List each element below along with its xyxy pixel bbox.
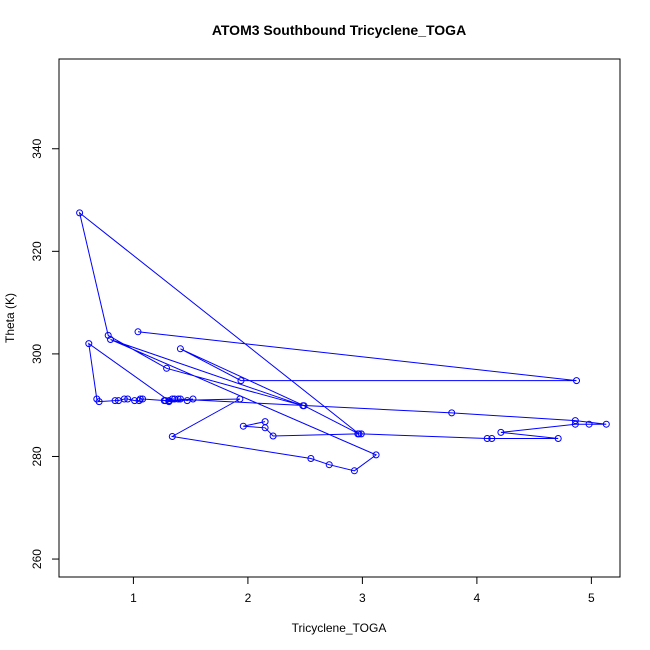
y-tick-label: 300 — [30, 344, 44, 364]
data-point — [269, 432, 277, 440]
y-axis: 260 280 300 320 340 — [30, 138, 59, 569]
data-point — [176, 345, 184, 353]
data-point — [104, 331, 112, 339]
data-point — [585, 420, 593, 428]
data-point — [124, 395, 132, 403]
data-point — [174, 395, 182, 403]
data-point — [372, 451, 380, 459]
y-tick-label: 260 — [30, 549, 44, 569]
data-point — [448, 409, 456, 417]
data-point — [483, 435, 491, 442]
data-point — [488, 435, 496, 442]
data-point — [189, 395, 197, 403]
data-point — [107, 336, 114, 343]
data-point — [139, 395, 147, 403]
x-tick-label: 3 — [359, 591, 366, 605]
series-line — [78, 211, 607, 472]
data-point — [573, 377, 580, 385]
data-point — [160, 397, 168, 405]
data-point — [299, 402, 307, 410]
data-point — [163, 364, 171, 372]
x-tick-label: 5 — [588, 591, 595, 605]
data-point — [239, 422, 247, 430]
x-tick-label: 1 — [130, 591, 137, 605]
data-point — [76, 209, 84, 217]
data-point — [95, 398, 103, 406]
data-point — [136, 395, 144, 403]
data-point — [571, 417, 579, 425]
data-point — [261, 418, 269, 426]
data-point — [554, 435, 562, 442]
data-point — [357, 430, 365, 438]
data-point — [325, 461, 333, 469]
data-point — [171, 395, 179, 403]
data-point — [571, 420, 579, 428]
data-point — [165, 398, 173, 406]
y-axis-label: Theta (K) — [3, 293, 17, 343]
data-point — [111, 397, 119, 405]
chart-title: ATOM3 Southbound Tricyclene_TOGA — [212, 22, 466, 38]
data-point — [350, 467, 358, 475]
data-point — [85, 340, 93, 348]
data-point — [236, 395, 244, 403]
data-point — [354, 430, 362, 438]
x-axis-label: Tricyclene_TOGA — [292, 621, 387, 635]
y-tick-label: 320 — [30, 241, 44, 261]
data-point — [134, 328, 142, 336]
data-point — [497, 428, 505, 436]
data-point — [135, 397, 143, 405]
data-point — [602, 420, 610, 428]
y-tick-label: 280 — [30, 446, 44, 466]
data-point — [120, 395, 128, 403]
x-axis: 1 2 3 4 5 — [130, 577, 595, 605]
series-group — [76, 209, 610, 475]
data-point — [237, 377, 245, 385]
x-tick-label: 2 — [245, 591, 252, 605]
x-tick-label: 4 — [474, 591, 481, 605]
y-tick-label: 340 — [30, 138, 44, 158]
plot-frame — [58, 58, 621, 578]
data-point — [168, 433, 176, 440]
data-point — [307, 455, 315, 462]
